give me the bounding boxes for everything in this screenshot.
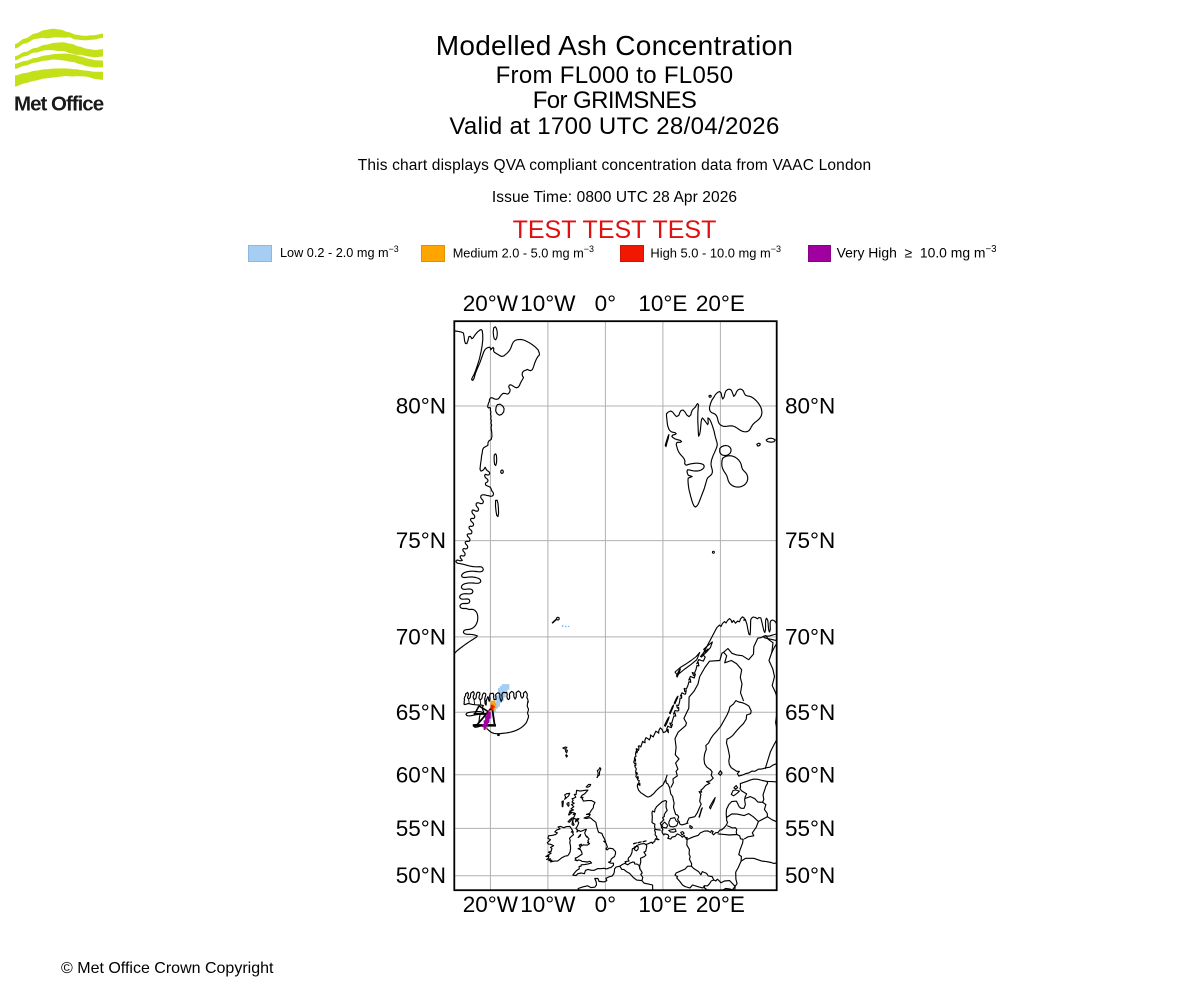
svg-text:10°E: 10°E: [638, 892, 687, 917]
svg-text:50°N: 50°N: [785, 863, 835, 888]
svg-text:50°N: 50°N: [396, 863, 446, 888]
svg-text:55°N: 55°N: [396, 816, 446, 841]
svg-text:20°W: 20°W: [463, 291, 519, 316]
svg-text:20°W: 20°W: [463, 892, 519, 917]
svg-text:65°N: 65°N: [396, 700, 446, 725]
svg-text:80°N: 80°N: [785, 394, 835, 419]
svg-text:20°E: 20°E: [696, 892, 745, 917]
svg-text:10°E: 10°E: [638, 291, 687, 316]
svg-text:0°: 0°: [595, 291, 617, 316]
svg-text:10°W: 10°W: [520, 892, 576, 917]
svg-text:70°N: 70°N: [785, 624, 835, 649]
svg-text:80°N: 80°N: [396, 394, 446, 419]
svg-text:65°N: 65°N: [785, 700, 835, 725]
svg-text:20°E: 20°E: [696, 291, 745, 316]
svg-text:60°N: 60°N: [396, 762, 446, 787]
svg-text:70°N: 70°N: [396, 624, 446, 649]
svg-text:75°N: 75°N: [396, 528, 446, 553]
svg-text:55°N: 55°N: [785, 816, 835, 841]
svg-text:0°: 0°: [595, 892, 617, 917]
svg-text:Met Office: Met Office: [14, 93, 104, 116]
svg-text:60°N: 60°N: [785, 762, 835, 787]
svg-text:10°W: 10°W: [520, 291, 576, 316]
svg-text:75°N: 75°N: [785, 528, 835, 553]
